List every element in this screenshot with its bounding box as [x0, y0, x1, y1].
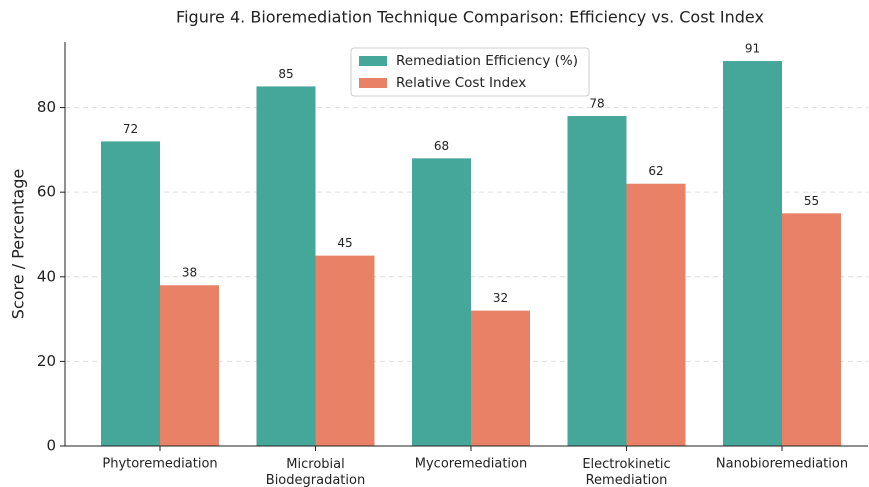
bar: [782, 213, 841, 446]
bar: [101, 141, 160, 446]
legend-label: Relative Cost Index: [396, 75, 526, 91]
x-tick-label: Nanobioremediation: [716, 457, 848, 472]
bar: [315, 255, 375, 446]
y-tick-label: 80: [37, 98, 56, 116]
x-tick-label: Phytoremediation: [102, 457, 217, 472]
legend: Remediation Efficiency (%) Relative Cost …: [350, 47, 590, 97]
value-label: 55: [804, 194, 819, 208]
bar: [626, 183, 686, 446]
y-tick-label: 40: [37, 267, 56, 285]
bar: [412, 158, 471, 446]
x-tick-label: Electrokinetic Remediation: [582, 457, 670, 487]
y-tick-label: 60: [37, 183, 56, 201]
legend-swatch: [359, 78, 387, 88]
bar: [723, 61, 782, 446]
value-label: 62: [648, 164, 663, 178]
legend-box: [350, 47, 590, 97]
value-label: 78: [589, 97, 604, 111]
legend-swatch: [359, 56, 387, 66]
value-label: 38: [182, 266, 197, 280]
y-axis-label: Score / Percentage: [9, 169, 28, 319]
x-tick-label: Mycoremediation: [415, 457, 527, 472]
legend-label: Remediation Efficiency (%): [396, 53, 578, 69]
bar: [256, 86, 316, 446]
value-label: 45: [337, 236, 352, 250]
value-label: 72: [123, 122, 138, 136]
chart-title: Figure 4. Bioremediation Technique Compa…: [176, 8, 764, 27]
bar: [567, 116, 627, 447]
x-tick-label: Microbial Biodegradation: [266, 457, 365, 487]
value-label: 68: [434, 139, 449, 153]
bar: [160, 285, 219, 446]
y-tick-label: 20: [37, 352, 56, 370]
bar: [471, 310, 530, 446]
value-label: 85: [278, 67, 293, 81]
y-tick-label: 0: [46, 437, 56, 455]
value-label: 32: [493, 291, 508, 305]
value-label: 91: [745, 42, 760, 56]
